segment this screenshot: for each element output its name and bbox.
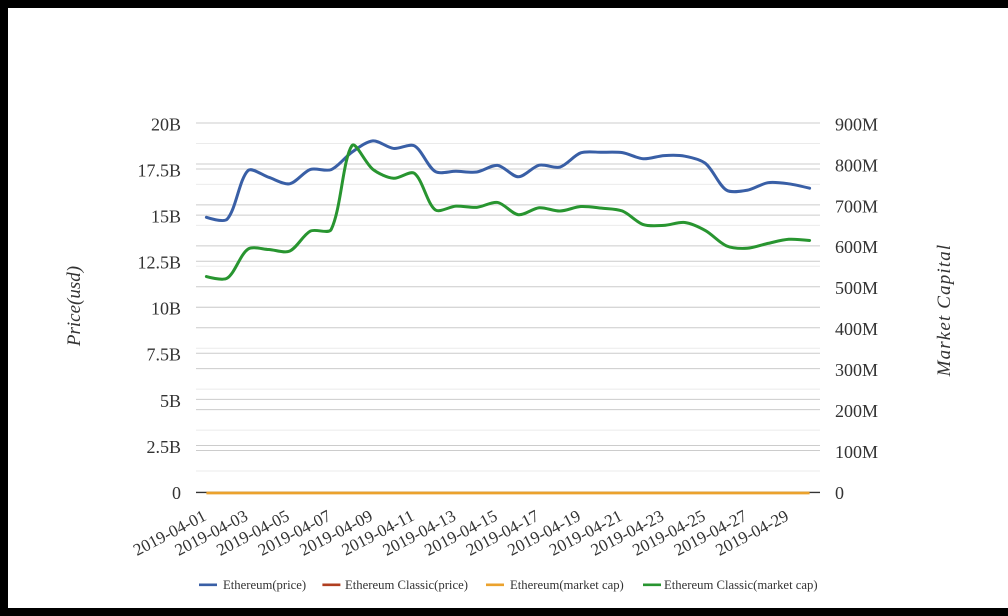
svg-text:Market Capital: Market Capital (934, 244, 955, 378)
svg-text:100M: 100M (835, 442, 878, 462)
svg-text:300M: 300M (835, 360, 878, 380)
svg-text:Ethereum(price): Ethereum(price) (223, 578, 306, 592)
svg-text:900M: 900M (835, 114, 878, 134)
svg-text:600M: 600M (835, 237, 878, 257)
svg-text:12.5B: 12.5B (137, 253, 181, 273)
svg-text:Ethereum Classic(market cap): Ethereum Classic(market cap) (664, 578, 818, 592)
svg-text:Ethereum Classic(price): Ethereum Classic(price) (345, 578, 468, 592)
svg-text:Ethereum(market cap): Ethereum(market cap) (510, 578, 624, 592)
svg-text:800M: 800M (835, 155, 878, 175)
svg-text:400M: 400M (835, 319, 878, 339)
svg-text:700M: 700M (835, 196, 878, 216)
svg-text:20B: 20B (151, 114, 181, 134)
svg-text:500M: 500M (835, 278, 878, 298)
svg-text:0: 0 (172, 483, 181, 503)
svg-text:17.5B: 17.5B (137, 160, 181, 180)
svg-text:2.5B: 2.5B (146, 437, 181, 457)
svg-text:15B: 15B (151, 207, 181, 227)
svg-text:0: 0 (835, 483, 844, 503)
svg-text:10B: 10B (151, 299, 181, 319)
svg-text:Price(usd): Price(usd) (64, 266, 85, 347)
svg-text:7.5B: 7.5B (146, 345, 181, 365)
svg-text:5B: 5B (160, 391, 181, 411)
svg-text:200M: 200M (835, 401, 878, 421)
